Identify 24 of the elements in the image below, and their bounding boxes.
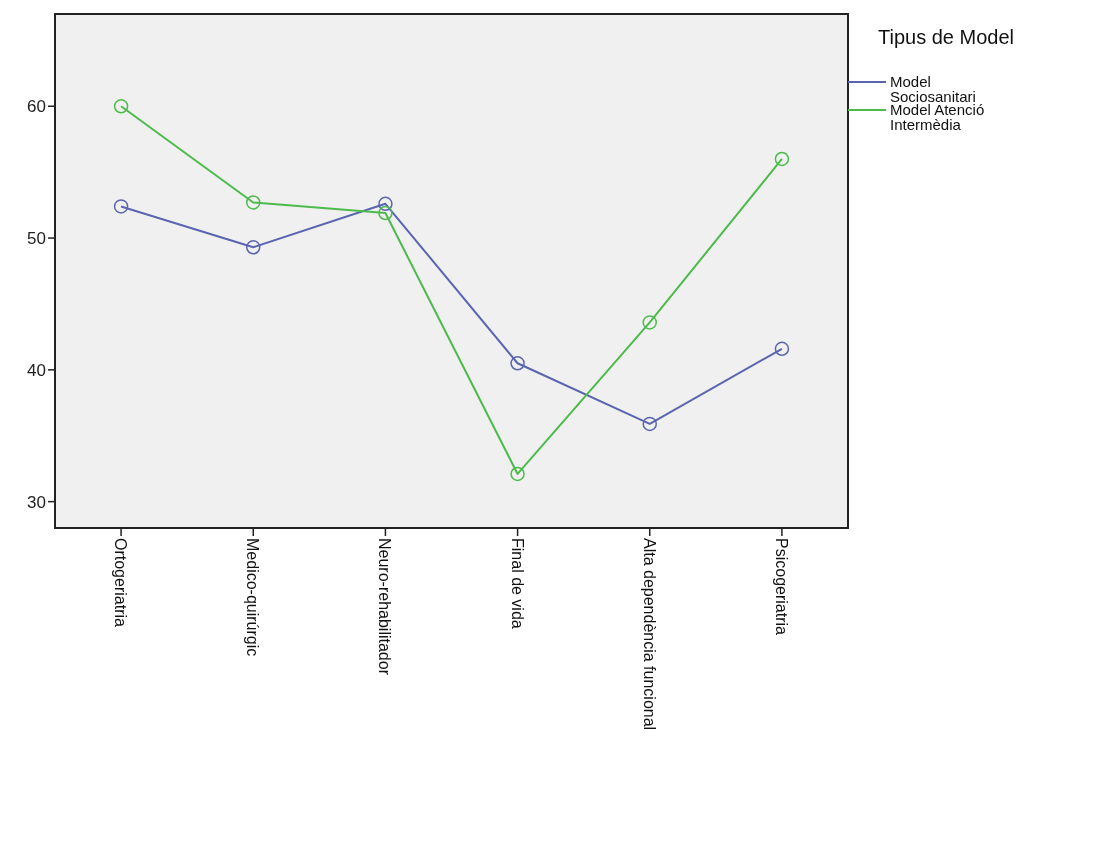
y-tick-label: 40 <box>27 360 46 380</box>
point <box>246 195 261 210</box>
point <box>510 466 525 482</box>
point <box>510 356 525 371</box>
x-tick-label: Neuro-rehabilitador <box>376 538 394 676</box>
x-tick-label: Psicogeriatria <box>772 538 790 636</box>
point <box>774 341 790 357</box>
legend-label: Model Atenció Intermèdia <box>890 101 985 134</box>
point <box>642 315 657 330</box>
x-tick-label: Alta dependència funcional <box>640 538 658 731</box>
point <box>113 199 129 214</box>
x-tick-label: Medico-quirúrgic <box>244 538 262 657</box>
y-tick-label: 60 <box>27 97 46 117</box>
point <box>246 240 261 255</box>
x-tick-label: Ortogeriatria <box>112 538 130 628</box>
y-tick-label: 50 <box>27 229 46 248</box>
x-tick-label: Final de vida <box>508 538 526 629</box>
point <box>378 205 393 221</box>
y-tick-label: 30 <box>27 492 46 512</box>
point <box>378 196 393 212</box>
legend-title: Tipus de Model <box>878 26 1014 48</box>
point <box>774 151 790 167</box>
point <box>642 416 657 432</box>
point <box>113 99 129 114</box>
